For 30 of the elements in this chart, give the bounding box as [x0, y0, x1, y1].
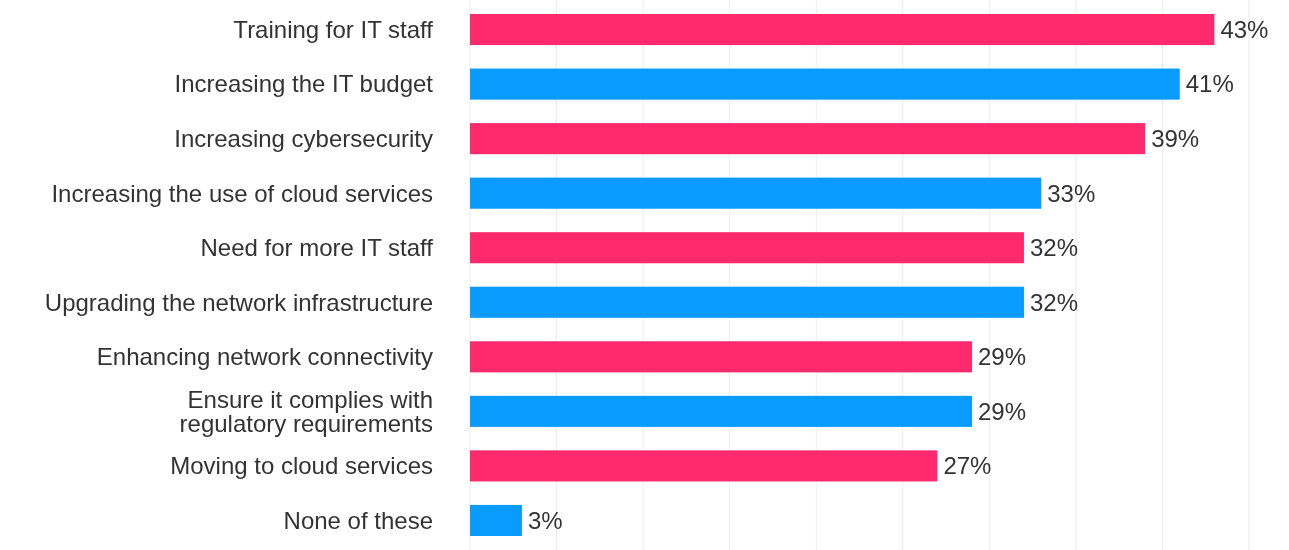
y-tick-label: Moving to cloud services: [170, 452, 433, 480]
data-label: 32%: [1029, 234, 1078, 262]
data-label: 33%: [1047, 179, 1096, 207]
bar: [470, 395, 973, 427]
bar: [470, 341, 973, 373]
data-label: 32%: [1029, 288, 1078, 316]
y-tick-label: Ensure it complies with regulatory requirements: [179, 385, 433, 437]
y-tick-label: Increasing cybersecurity: [174, 125, 433, 153]
y-tick-label: Training for IT staff: [233, 15, 434, 43]
data-label: 29%: [978, 397, 1027, 425]
y-tick-label: Increasing the IT budget: [174, 70, 434, 98]
data-label: 29%: [978, 343, 1027, 371]
data-label: 41%: [1185, 70, 1234, 98]
bar: [470, 286, 1024, 318]
y-tick-label: Upgrading the network infrastructure: [44, 288, 433, 316]
y-tick-label: Enhancing network connectivity: [96, 343, 433, 371]
data-label: 3%: [527, 506, 563, 534]
y-tick-label: Need for more IT staff: [200, 234, 434, 262]
data-label: 43%: [1220, 15, 1269, 43]
bar: [470, 504, 522, 536]
bar: [470, 14, 1215, 46]
bar: [470, 177, 1042, 209]
y-tick-label: None of these: [283, 506, 433, 534]
bar: [470, 123, 1146, 155]
data-label: 27%: [943, 452, 992, 480]
y-tick-label: Increasing the use of cloud services: [51, 179, 433, 207]
bar: [470, 232, 1024, 264]
data-label: 39%: [1151, 125, 1200, 153]
bar: [470, 450, 938, 482]
bar: [470, 68, 1180, 100]
